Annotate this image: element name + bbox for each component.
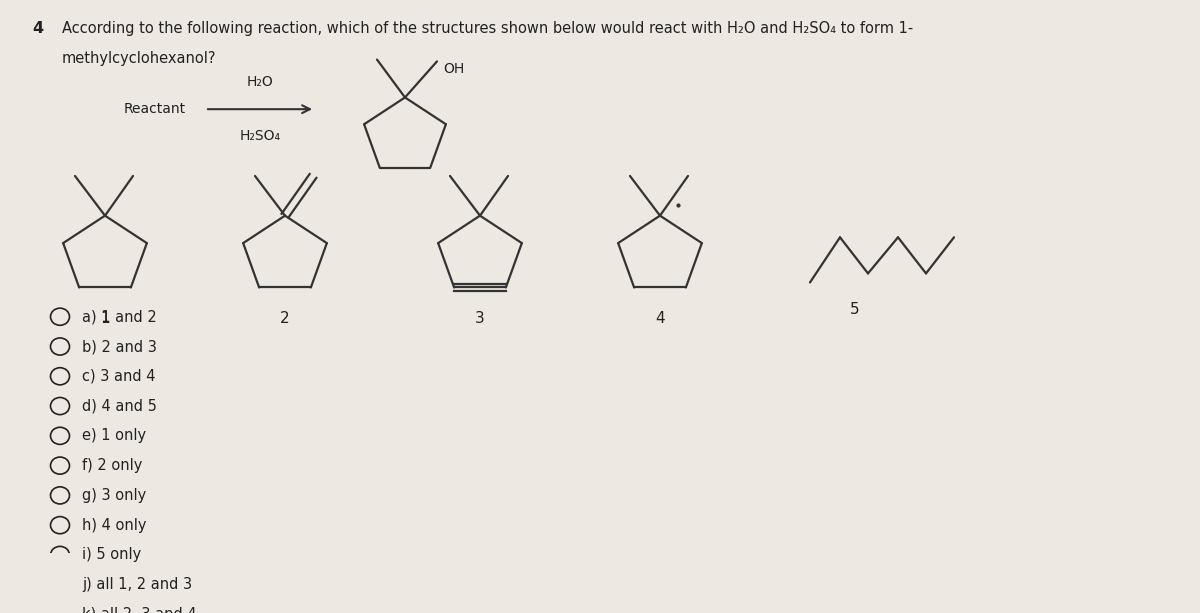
Text: h) 4 only: h) 4 only (82, 517, 146, 533)
Text: k) all 2, 3 and 4: k) all 2, 3 and 4 (82, 607, 197, 613)
Text: e) 1 only: e) 1 only (82, 428, 146, 443)
Text: methylcyclohexanol?: methylcyclohexanol? (62, 50, 216, 66)
Text: 4: 4 (32, 21, 43, 36)
Text: According to the following reaction, which of the structures shown below would r: According to the following reaction, whi… (62, 21, 913, 36)
Text: g) 3 only: g) 3 only (82, 488, 146, 503)
Text: f) 2 only: f) 2 only (82, 458, 143, 473)
Text: 1: 1 (100, 311, 110, 326)
Text: d) 4 and 5: d) 4 and 5 (82, 398, 157, 414)
Text: b) 2 and 3: b) 2 and 3 (82, 339, 157, 354)
Text: OH: OH (443, 61, 464, 75)
Text: 5: 5 (850, 302, 860, 318)
Text: 4: 4 (655, 311, 665, 326)
Text: c) 3 and 4: c) 3 and 4 (82, 369, 156, 384)
Text: j) all 1, 2 and 3: j) all 1, 2 and 3 (82, 577, 192, 592)
Text: H₂SO₄: H₂SO₄ (240, 129, 281, 143)
Text: H₂O: H₂O (247, 75, 274, 89)
Text: a) 1 and 2: a) 1 and 2 (82, 309, 157, 324)
Text: i) 5 only: i) 5 only (82, 547, 142, 563)
Text: 2: 2 (280, 311, 290, 326)
Text: 3: 3 (475, 311, 485, 326)
Text: Reactant: Reactant (124, 102, 186, 116)
